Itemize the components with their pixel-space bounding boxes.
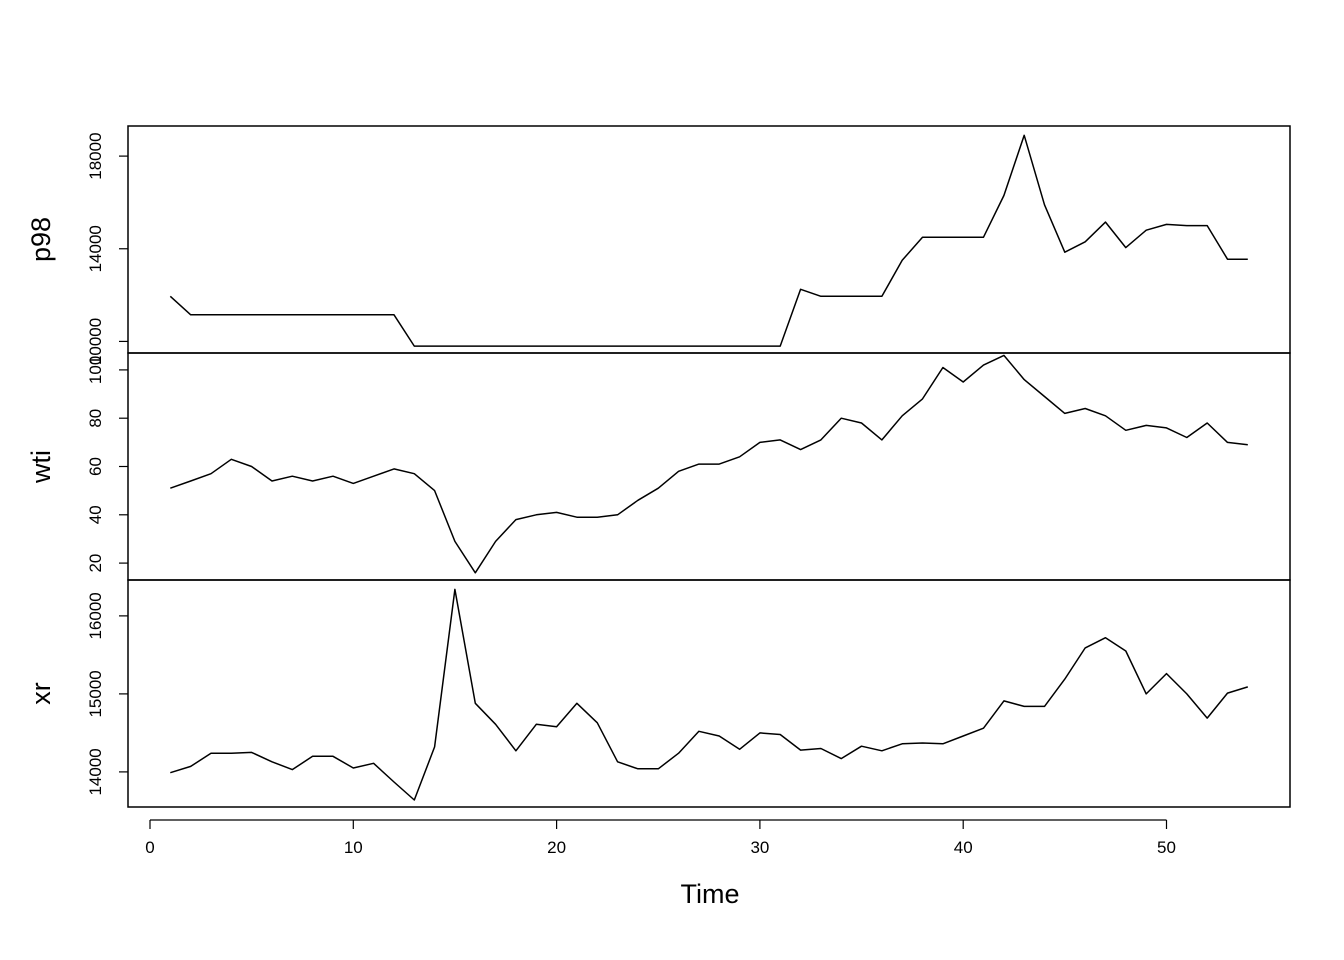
x-tick-label-5: 50 xyxy=(1157,838,1176,857)
panel-p98: 10000 14000 18000 p98 xyxy=(26,125,1291,365)
y-axis-title-xr: xr xyxy=(26,682,56,705)
series-line-xr xyxy=(170,588,1249,801)
panel-xr: 14000 15000 16000 xr xyxy=(26,579,1291,808)
panel-frame-xr xyxy=(127,579,1291,808)
x-axis-title: Time xyxy=(681,879,740,909)
y-tick-label-wti-4: 100 xyxy=(86,356,105,384)
x-axis: 0 10 20 30 40 50 xyxy=(145,819,1176,857)
panel-wti: 20 40 60 80 100 wti xyxy=(26,352,1291,581)
x-tick-label-4: 40 xyxy=(954,838,973,857)
x-tick-label-3: 30 xyxy=(750,838,769,857)
y-axis-title-p98: p98 xyxy=(26,217,56,262)
x-tick-label-0: 0 xyxy=(145,838,154,857)
x-tick-label-2: 20 xyxy=(547,838,566,857)
y-tick-label-p98-0: 10000 xyxy=(86,318,105,365)
y-tick-label-xr-2: 16000 xyxy=(86,592,105,639)
y-axis-title-wti: wti xyxy=(26,450,56,484)
chart-panels: 10000 14000 18000 p98 20 40 60 80 100 wti 14000 150… xyxy=(26,125,1291,808)
y-tick-label-xr-0: 14000 xyxy=(86,748,105,795)
y-tick-label-wti-2: 60 xyxy=(86,457,105,476)
y-tick-label-xr-1: 15000 xyxy=(86,670,105,717)
panel-frame-wti xyxy=(127,352,1291,581)
series-line-wti xyxy=(170,354,1248,574)
y-tick-label-wti-0: 20 xyxy=(86,554,105,573)
y-tick-label-wti-1: 40 xyxy=(86,505,105,524)
y-tick-label-p98-2: 18000 xyxy=(86,132,105,179)
panel-frame-p98 xyxy=(127,125,1291,354)
x-tick-label-1: 10 xyxy=(344,838,363,857)
series-line-p98 xyxy=(169,134,1248,347)
y-tick-label-p98-1: 14000 xyxy=(86,225,105,272)
y-tick-label-wti-3: 80 xyxy=(86,409,105,428)
